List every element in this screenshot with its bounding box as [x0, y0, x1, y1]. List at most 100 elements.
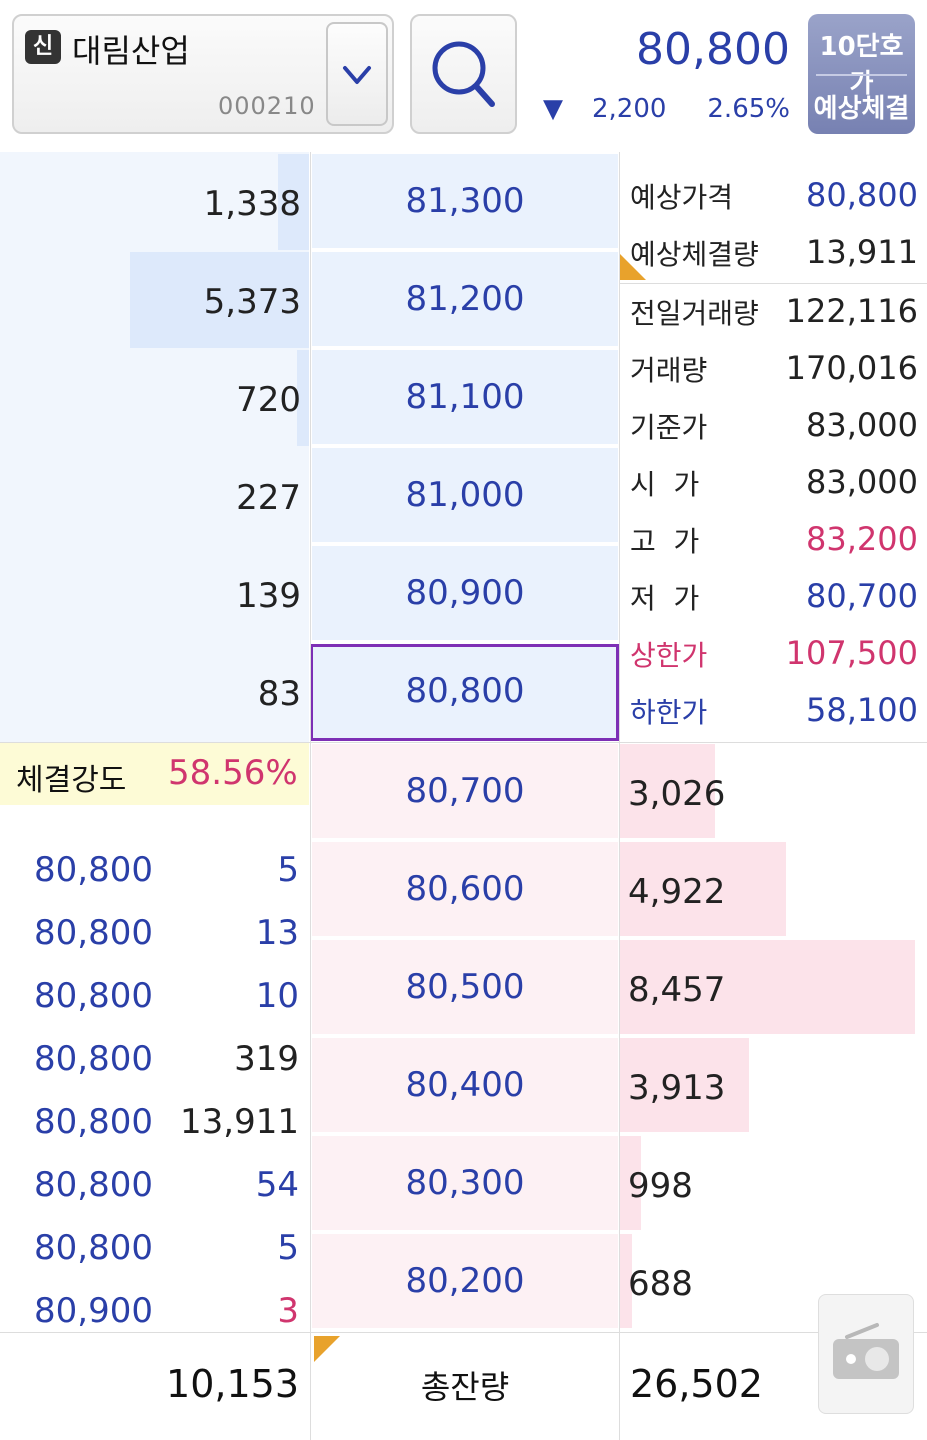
trade-qty: 5 — [277, 850, 299, 890]
bid-price-2[interactable]: 80,600 — [312, 842, 618, 936]
info-label: 기준가 — [630, 411, 708, 444]
mid-divider — [0, 742, 927, 743]
change-percent: 2.65% — [707, 94, 790, 124]
ask-qty-2[interactable]: 5,373 — [203, 282, 301, 322]
mode-toggle-button[interactable]: 10단호가 예상체결 — [808, 14, 915, 134]
info-label: 예상가격 — [630, 181, 734, 214]
info-label: 저 가 — [630, 582, 700, 615]
info-value: 83,200 — [806, 520, 918, 558]
ask-qty-5[interactable]: 139 — [236, 576, 301, 616]
ask-volume-bar — [130, 252, 309, 348]
bid-price-4[interactable]: 80,400 — [312, 1038, 618, 1132]
bid-price-3[interactable]: 80,500 — [312, 940, 618, 1034]
col-divider-right — [619, 152, 620, 1440]
trade-price: 80,800 — [34, 850, 153, 890]
info-value: 122,116 — [785, 292, 918, 330]
col-divider-left — [310, 152, 311, 1440]
stock-name[interactable]: 대림산업 — [72, 32, 190, 70]
info-value: 80,700 — [806, 577, 918, 615]
bid-price-6[interactable]: 80,200 — [312, 1234, 618, 1328]
info-value: 107,500 — [785, 634, 918, 672]
totals-divider — [0, 1332, 927, 1333]
ask-qty-4[interactable]: 227 — [236, 478, 301, 518]
expected-corner-marker — [620, 254, 646, 280]
info-value: 80,800 — [806, 176, 918, 214]
ask-price-3[interactable]: 81,100 — [312, 350, 618, 444]
trade-qty: 13,911 — [180, 1102, 299, 1142]
credit-badge: 신 — [25, 30, 61, 64]
trade-price: 80,800 — [34, 1228, 153, 1268]
bid-qty-1[interactable]: 3,026 — [628, 774, 726, 814]
bid-volume-bar — [620, 1136, 641, 1230]
trade-price: 80,800 — [34, 1165, 153, 1205]
search-icon — [432, 41, 495, 107]
strength-value: 58.56% — [168, 753, 298, 793]
info-label: 고 가 — [630, 525, 700, 558]
ask-price-1[interactable]: 81,300 — [312, 154, 618, 248]
down-arrow-icon: ▼ — [543, 94, 563, 124]
mode-10-level-label: 10단호가 — [819, 32, 904, 99]
info-value: 170,016 — [785, 349, 918, 387]
info-value: 83,000 — [806, 406, 918, 444]
ask-qty-6[interactable]: 83 — [257, 674, 301, 714]
trade-qty: 10 — [255, 976, 299, 1016]
ask-price-2[interactable]: 81,200 — [312, 252, 618, 346]
bid-volume-bar — [620, 744, 715, 838]
info-row: 기준가 83,000 — [630, 406, 918, 462]
info-label: 하한가 — [630, 696, 708, 729]
totals-col-divider-left — [310, 1332, 311, 1440]
info-label: 전일거래량 — [630, 297, 759, 330]
bid-qty-3[interactable]: 8,457 — [628, 970, 726, 1010]
bid-price-5[interactable]: 80,300 — [312, 1136, 618, 1230]
info-value: 13,911 — [806, 233, 918, 271]
totals-row — [0, 1332, 927, 1440]
totals-corner-marker — [314, 1336, 340, 1362]
info-row: 예상체결량 13,911 — [630, 233, 918, 289]
total-bid-quantity: 26,502 — [630, 1362, 763, 1406]
ask-price-4[interactable]: 81,000 — [312, 448, 618, 542]
bid-qty-5[interactable]: 998 — [628, 1166, 693, 1206]
mode-expected-label: 예상체결 — [813, 94, 910, 124]
info-panel — [620, 152, 927, 742]
trade-price: 80,800 — [34, 1039, 153, 1079]
info-label: 시 가 — [630, 468, 700, 501]
info-row: 하한가 58,100 — [630, 691, 918, 747]
bid-price-1[interactable]: 80,700 — [312, 744, 618, 838]
strength-box — [0, 743, 309, 805]
ask-volume-bar — [297, 350, 309, 446]
change-amount: 2,200 — [592, 94, 667, 124]
trade-qty: 3 — [277, 1291, 299, 1331]
info-row: 거래량 170,016 — [630, 349, 918, 405]
ask-quantity-column — [0, 152, 309, 742]
current-price-highlight — [310, 644, 619, 741]
bid-qty-6[interactable]: 688 — [628, 1264, 693, 1304]
bid-qty-4[interactable]: 3,913 — [628, 1068, 726, 1108]
info-label: 거래량 — [630, 354, 708, 387]
bid-qty-2[interactable]: 4,922 — [628, 872, 726, 912]
stock-dropdown-button[interactable] — [326, 22, 388, 126]
chevron-down-icon — [343, 66, 371, 84]
search-button[interactable] — [410, 14, 517, 134]
totals-col-divider-right — [619, 1332, 620, 1440]
total-label: 총잔량 — [420, 1368, 510, 1406]
trade-price: 80,800 — [34, 913, 153, 953]
bid-volume-bar — [620, 940, 915, 1034]
ask-qty-3[interactable]: 720 — [236, 380, 301, 420]
mode-divider — [816, 74, 907, 76]
bid-volume-bar — [620, 1234, 632, 1328]
trade-price: 80,800 — [34, 976, 153, 1016]
info-row: 상한가 107,500 — [630, 634, 918, 690]
ask-price-5[interactable]: 80,900 — [312, 546, 618, 640]
ask-qty-1[interactable]: 1,338 — [203, 184, 301, 224]
trade-price: 80,800 — [34, 1102, 153, 1142]
trade-qty: 319 — [234, 1039, 299, 1079]
bid-volume-bar — [620, 842, 786, 936]
info-row: 고 가 83,200 — [630, 520, 918, 576]
ask-price-6[interactable]: 80,800 — [312, 644, 618, 738]
bid-volume-bar — [620, 1038, 749, 1132]
ask-volume-bar — [278, 154, 309, 250]
radio-button[interactable] — [818, 1294, 914, 1414]
info-row: 예상가격 80,800 — [630, 176, 918, 232]
stock-code: 000210 — [218, 92, 316, 120]
info-row: 전일거래량 122,116 — [630, 292, 918, 348]
